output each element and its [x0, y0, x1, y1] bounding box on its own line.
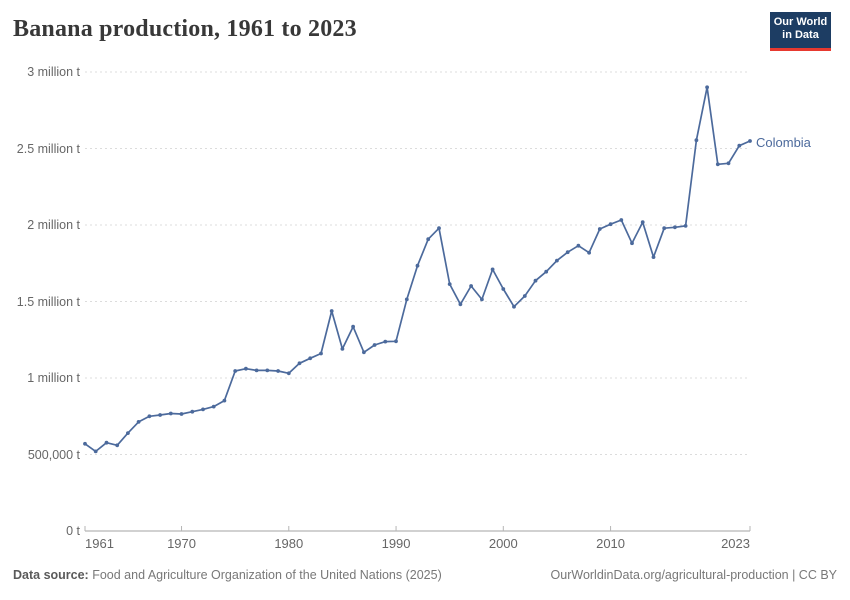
- x-axis-tick-label: 1980: [274, 536, 304, 551]
- y-axis-tick-label: 1 million t: [27, 371, 80, 385]
- data-point[interactable]: [190, 409, 195, 414]
- data-point[interactable]: [715, 162, 720, 167]
- data-point[interactable]: [619, 218, 624, 222]
- x-axis-tick-label: 1990: [381, 536, 411, 551]
- data-point[interactable]: [694, 138, 699, 143]
- y-axis-tick-label: 3 million t: [27, 65, 80, 79]
- data-point[interactable]: [576, 243, 581, 248]
- data-point[interactable]: [608, 222, 613, 227]
- data-point[interactable]: [362, 350, 366, 355]
- data-point[interactable]: [447, 282, 452, 286]
- data-point[interactable]: [104, 440, 109, 445]
- data-point[interactable]: [640, 220, 645, 225]
- data-point[interactable]: [383, 339, 388, 344]
- data-source-text: Food and Agriculture Organization of the…: [92, 568, 442, 582]
- owid-logo-line1: Our World: [773, 16, 828, 28]
- data-point[interactable]: [158, 413, 163, 417]
- data-point[interactable]: [222, 398, 227, 403]
- data-point[interactable]: [233, 369, 238, 373]
- data-point[interactable]: [319, 351, 323, 356]
- data-point[interactable]: [726, 161, 731, 166]
- data-point[interactable]: [555, 258, 559, 263]
- owid-logo-line2: in Data: [782, 29, 819, 41]
- data-point[interactable]: [458, 302, 463, 307]
- data-point[interactable]: [662, 226, 667, 231]
- data-point[interactable]: [297, 361, 302, 366]
- data-point[interactable]: [201, 407, 205, 412]
- data-point[interactable]: [469, 284, 473, 288]
- data-point[interactable]: [673, 225, 677, 230]
- data-point[interactable]: [136, 420, 141, 424]
- series-line-colombia[interactable]: [84, 86, 751, 453]
- data-point[interactable]: [351, 324, 355, 329]
- x-axis-tick-label: 1961: [85, 536, 114, 551]
- data-point[interactable]: [683, 224, 688, 228]
- data-point[interactable]: [630, 241, 634, 246]
- data-point[interactable]: [501, 287, 506, 291]
- data-point[interactable]: [597, 227, 602, 231]
- data-point[interactable]: [308, 356, 313, 361]
- data-point[interactable]: [168, 411, 173, 416]
- y-axis-tick-label: 500,000 t: [27, 447, 80, 462]
- data-point[interactable]: [93, 449, 98, 454]
- data-point[interactable]: [244, 366, 248, 371]
- data-point[interactable]: [544, 269, 549, 274]
- data-point[interactable]: [265, 368, 270, 373]
- data-point[interactable]: [705, 85, 709, 90]
- series-label-colombia: Colombia: [756, 135, 811, 150]
- y-axis-tick-label: 2 million t: [27, 218, 80, 232]
- data-source-label: Data source:: [13, 568, 89, 582]
- page-title: Banana production, 1961 to 2023: [13, 16, 357, 42]
- x-axis-tick-label: 2000: [488, 536, 518, 551]
- data-point[interactable]: [415, 263, 420, 268]
- data-point[interactable]: [329, 309, 334, 313]
- data-point[interactable]: [748, 139, 752, 143]
- data-point[interactable]: [340, 347, 345, 351]
- data-point[interactable]: [651, 255, 656, 259]
- chart-footer: Data source: Food and Agriculture Organi…: [13, 568, 837, 582]
- data-point[interactable]: [147, 414, 152, 419]
- data-point[interactable]: [83, 441, 87, 446]
- data-point[interactable]: [737, 143, 742, 148]
- footer-link[interactable]: OurWorldinData.org/agricultural-producti…: [550, 568, 837, 582]
- data-point[interactable]: [426, 237, 431, 242]
- data-point[interactable]: [437, 226, 441, 231]
- data-point[interactable]: [372, 343, 377, 347]
- owid-logo[interactable]: Our World in Data: [770, 12, 831, 51]
- data-point[interactable]: [512, 304, 516, 309]
- data-point[interactable]: [587, 250, 591, 255]
- data-point[interactable]: [404, 297, 409, 302]
- data-point[interactable]: [211, 404, 216, 409]
- data-point[interactable]: [490, 267, 495, 272]
- data-point[interactable]: [565, 250, 570, 255]
- data-point[interactable]: [480, 297, 484, 302]
- data-source: Data source: Food and Agriculture Organi…: [13, 568, 442, 582]
- data-point[interactable]: [394, 339, 398, 344]
- x-axis-tick-label: 1970: [167, 536, 196, 551]
- data-point[interactable]: [254, 368, 259, 373]
- x-axis-tick-label: 2023: [721, 536, 750, 551]
- data-point[interactable]: [522, 294, 527, 298]
- data-point[interactable]: [126, 431, 130, 435]
- y-axis-tick-label: 0 t: [66, 524, 80, 538]
- y-axis-tick-label: 2.5 million t: [16, 141, 80, 156]
- data-point[interactable]: [115, 443, 120, 448]
- data-point[interactable]: [533, 278, 538, 283]
- data-point[interactable]: [286, 371, 291, 376]
- y-axis-tick-label: 1.5 million t: [16, 294, 80, 309]
- data-point[interactable]: [179, 412, 184, 416]
- x-axis-tick-label: 2010: [596, 536, 626, 551]
- data-point[interactable]: [276, 369, 280, 373]
